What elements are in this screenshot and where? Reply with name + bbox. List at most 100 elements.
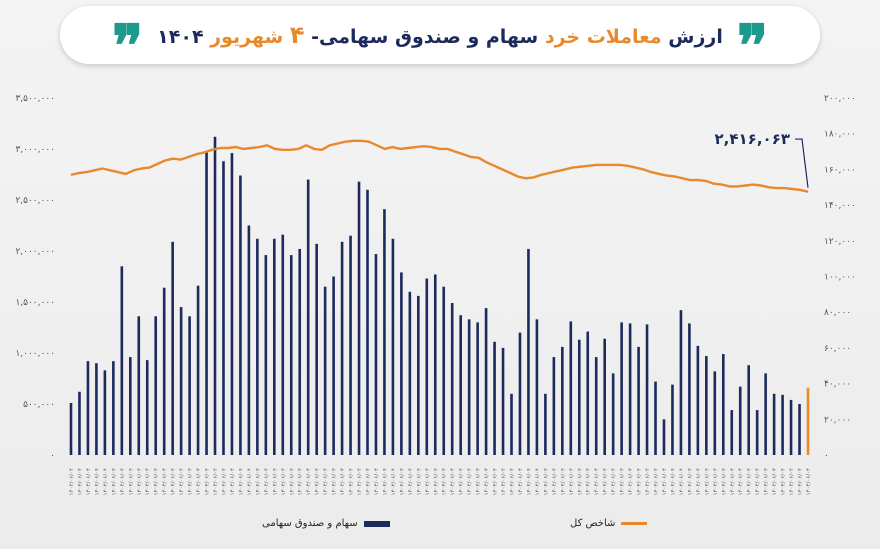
- x-tick-label: ۱۴۰۴/۰۶/۰۴: [764, 468, 770, 495]
- legend-line-label: شاخص کل: [570, 518, 616, 529]
- bar: [112, 361, 115, 455]
- left-tick-label: ۱,۰۰۰,۰۰۰: [15, 349, 55, 359]
- bar: [120, 266, 124, 455]
- bar: [69, 402, 73, 455]
- bar: [772, 393, 776, 455]
- bar: [179, 307, 183, 455]
- bar: [594, 357, 598, 455]
- x-tick-label: ۱۴۰۴/۰۶/۰۴: [391, 468, 397, 495]
- x-tick-label: ۱۴۰۴/۰۶/۰۴: [408, 468, 414, 495]
- x-tick-label: ۱۴۰۴/۰۶/۰۴: [264, 468, 270, 495]
- x-tick-label: ۱۴۰۴/۰۶/۰۴: [730, 468, 736, 495]
- x-tick-label: ۱۴۰۴/۰۶/۰۴: [247, 468, 253, 495]
- bar: [357, 181, 361, 455]
- x-tick-label: ۱۴۰۴/۰۶/۰۴: [433, 468, 439, 495]
- bar: [510, 393, 513, 455]
- bar: [323, 286, 327, 455]
- x-tick-label: ۱۴۰۴/۰۶/۰۴: [594, 468, 600, 495]
- bar: [721, 354, 725, 455]
- left-tick-label: ۲,۵۰۰,۰۰۰: [15, 196, 55, 206]
- bar: [671, 384, 674, 455]
- x-tick-label: ۱۴۰۴/۰۶/۰۴: [493, 468, 499, 495]
- x-tick-label: ۱۴۰۴/۰۶/۰۴: [713, 468, 719, 495]
- right-tick-label: ۲۰,۰۰۰: [824, 415, 851, 425]
- x-tick-label: ۱۴۰۴/۰۶/۰۴: [349, 468, 355, 495]
- x-tick-label: ۱۴۰۴/۰۶/۰۴: [679, 468, 685, 495]
- x-tick-label: ۱۴۰۴/۰۶/۰۴: [535, 468, 541, 495]
- x-tick-label: ۱۴۰۴/۰۶/۰۴: [662, 468, 668, 495]
- x-tick-label: ۱۴۰۴/۰۶/۰۴: [272, 468, 278, 495]
- right-tick-label: ۴۰,۰۰۰: [824, 380, 851, 390]
- bar: [128, 357, 132, 455]
- legend-bars-label: سهام و صندوق سهامی: [262, 518, 358, 529]
- bar: [171, 241, 174, 455]
- bar: [86, 361, 90, 455]
- x-tick-label: ۱۴۰۴/۰۶/۰۴: [645, 468, 651, 495]
- bar: [662, 419, 666, 455]
- bar: [383, 209, 386, 455]
- line-series: [70, 139, 809, 193]
- bar: [798, 404, 801, 455]
- bar: [450, 303, 454, 455]
- bar: [205, 151, 208, 456]
- right-tick-label: ۰: [824, 451, 829, 461]
- title-day: ۴: [289, 21, 305, 49]
- title-part-3: سهام و صندوق سهامی-: [311, 26, 539, 48]
- bar: [637, 346, 640, 455]
- x-tick-label: ۱۴۰۴/۰۶/۰۴: [425, 468, 431, 495]
- bar: [586, 331, 590, 455]
- bar: [239, 175, 242, 455]
- x-tick-label: ۱۴۰۴/۰۶/۰۴: [323, 468, 329, 495]
- bar: [366, 189, 369, 456]
- title-month: شهریور: [210, 26, 284, 48]
- bar: [247, 225, 251, 455]
- x-tick-label: ۱۴۰۴/۰۶/۰۴: [798, 468, 804, 495]
- bar: [645, 324, 649, 455]
- bar: [781, 394, 784, 455]
- x-tick-label: ۱۴۰۴/۰۶/۰۴: [120, 468, 126, 495]
- x-tick-label: ۱۴۰۴/۰۶/۰۴: [374, 468, 380, 495]
- x-tick-label: ۱۴۰۴/۰۶/۰۴: [196, 468, 202, 495]
- bar-series: [69, 136, 810, 456]
- bar: [289, 255, 293, 455]
- bar: [696, 345, 700, 455]
- x-tick-label: ۱۴۰۴/۰۶/۰۴: [255, 468, 261, 495]
- x-tick-label: ۱۴۰۴/۰۶/۰۴: [526, 468, 532, 495]
- x-tick-label: ۱۴۰۴/۰۶/۰۴: [238, 468, 244, 495]
- x-tick-label: ۱۴۰۴/۰۶/۰۴: [543, 468, 549, 495]
- x-tick-label: ۱۴۰۴/۰۶/۰۴: [755, 468, 761, 495]
- x-tick-label: ۱۴۰۴/۰۶/۰۴: [230, 468, 236, 495]
- x-tick-label: ۱۴۰۴/۰۶/۰۴: [442, 468, 448, 495]
- x-tick-label: ۱۴۰۴/۰۶/۰۴: [298, 468, 304, 495]
- left-tick-label: ۳,۵۰۰,۰۰۰: [15, 94, 55, 104]
- bar: [484, 308, 488, 455]
- x-tick-label: ۱۴۰۴/۰۶/۰۴: [179, 468, 185, 495]
- bar: [501, 347, 505, 455]
- bar: [306, 179, 310, 455]
- bar: [298, 248, 302, 455]
- bar: [162, 287, 166, 455]
- right-tick-label: ۱۰۰,۰۰۰: [824, 273, 856, 283]
- bar: [654, 381, 657, 455]
- x-tick-label: ۱۴۰۴/۰۶/۰۴: [340, 468, 346, 495]
- bar: [408, 291, 412, 455]
- quote-icon-right: ❞: [111, 17, 144, 63]
- x-tick-label: ۱۴۰۴/۰۶/۰۴: [603, 468, 609, 495]
- bar: [561, 346, 564, 455]
- bar: [620, 322, 623, 455]
- left-tick-label: ۵۰۰,۰۰۰: [23, 400, 55, 410]
- bar: [730, 410, 734, 455]
- x-tick-label: ۱۴۰۴/۰۶/۰۴: [518, 468, 524, 495]
- x-tick-label: ۱۴۰۴/۰۶/۰۴: [332, 468, 338, 495]
- x-tick-label: ۱۴۰۴/۰۶/۰۴: [611, 468, 617, 495]
- x-tick-label: ۱۴۰۴/۰۶/۰۴: [577, 468, 583, 495]
- bar: [374, 254, 378, 455]
- x-tick-label: ۱۴۰۴/۰۶/۰۴: [221, 468, 227, 495]
- bar: [256, 238, 259, 455]
- x-tick-label: ۱۴۰۴/۰۶/۰۴: [586, 468, 592, 495]
- x-tick-label: ۱۴۰۴/۰۶/۰۴: [416, 468, 422, 495]
- x-tick-label: ۱۴۰۴/۰۶/۰۴: [738, 468, 744, 495]
- chart-title: ارزش معاملات خرد سهام و صندوق سهامی- ۴ ش…: [157, 21, 723, 49]
- quote-icon: ❞: [736, 17, 769, 63]
- bar: [544, 393, 547, 455]
